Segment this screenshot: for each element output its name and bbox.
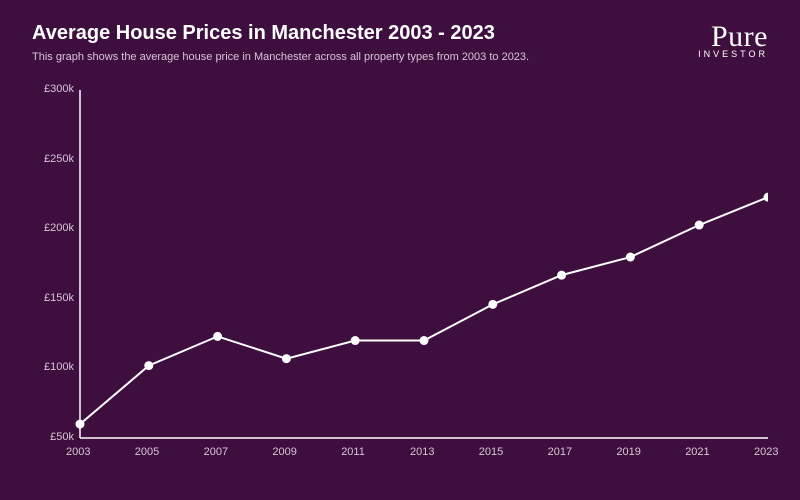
data-point [558,271,566,279]
series-line [80,197,768,424]
data-point [214,332,222,340]
data-point [764,193,768,201]
data-point [145,362,153,370]
data-point [489,300,497,308]
chart-svg [32,90,768,470]
data-point [626,253,634,261]
logo-sub-text: INVESTOR [698,50,768,59]
line-chart: £50k£100k£150k£200k£250k£300k20032005200… [32,90,768,470]
data-point [282,355,290,363]
page-title: Average House Prices in Manchester 2003 … [32,22,529,45]
data-point [695,221,703,229]
data-point [351,337,359,345]
header: Average House Prices in Manchester 2003 … [32,22,768,63]
data-point [76,420,84,428]
logo-main-text: Pure [698,22,768,52]
title-block: Average House Prices in Manchester 2003 … [32,22,529,63]
data-point [420,337,428,345]
brand-logo: Pure INVESTOR [698,22,768,59]
page-subtitle: This graph shows the average house price… [32,51,529,63]
